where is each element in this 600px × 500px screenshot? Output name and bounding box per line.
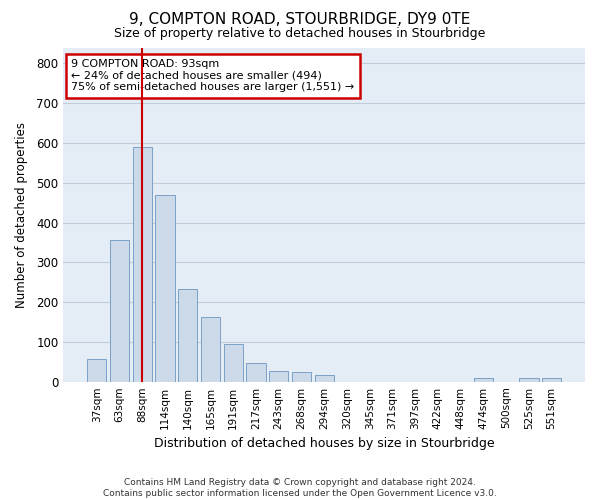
Bar [110,240,129,382]
Bar [292,372,311,382]
Bar [474,378,493,382]
Text: Contains HM Land Registry data © Crown copyright and database right 2024.
Contai: Contains HM Land Registry data © Crown c… [103,478,497,498]
Bar [269,371,289,382]
Bar [133,147,152,382]
Text: Size of property relative to detached houses in Stourbridge: Size of property relative to detached ho… [115,28,485,40]
Bar [87,358,106,382]
Bar [224,344,243,382]
Bar [519,378,539,382]
Bar [542,378,561,382]
X-axis label: Distribution of detached houses by size in Stourbridge: Distribution of detached houses by size … [154,437,494,450]
Text: 9, COMPTON ROAD, STOURBRIDGE, DY9 0TE: 9, COMPTON ROAD, STOURBRIDGE, DY9 0TE [130,12,470,28]
Bar [247,363,266,382]
Bar [178,289,197,382]
Text: 9 COMPTON ROAD: 93sqm
← 24% of detached houses are smaller (494)
75% of semi-det: 9 COMPTON ROAD: 93sqm ← 24% of detached … [71,59,355,92]
Bar [155,194,175,382]
Bar [201,317,220,382]
Bar [314,374,334,382]
Y-axis label: Number of detached properties: Number of detached properties [15,122,28,308]
